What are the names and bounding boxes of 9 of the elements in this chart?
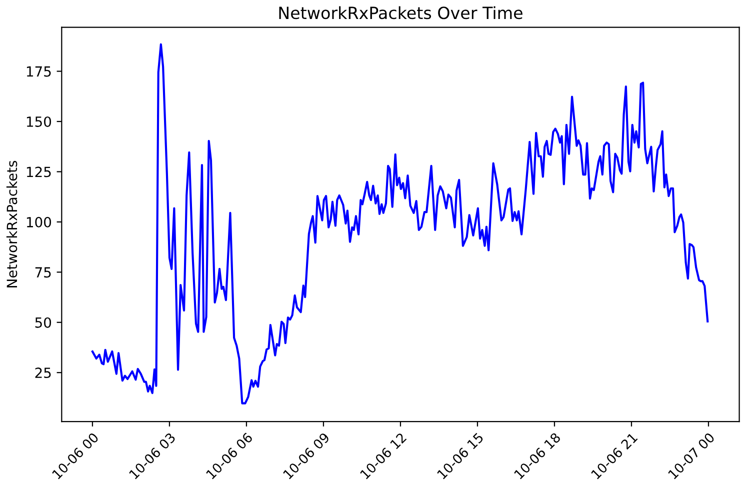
y-axis-title: NetworkRxPackets [6, 160, 18, 288]
chart-title: NetworkRxPackets Over Time [279, 6, 522, 20]
y-tick-label: 50 [35, 317, 52, 328]
y-tick-label: 125 [26, 166, 51, 178]
y-tick-label: 75 [35, 267, 51, 278]
y-tick-label: 175 [26, 66, 51, 77]
y-tick-label: 100 [26, 216, 52, 228]
y-tick-label: 150 [26, 116, 52, 127]
y-tick-label: 25 [35, 368, 51, 378]
